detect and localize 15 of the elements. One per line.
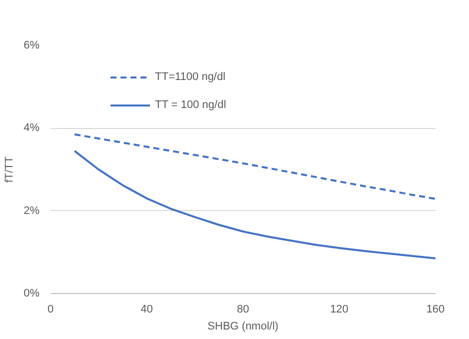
legend-label: TT = 100 ng/dl [155, 99, 226, 111]
y-tick-label: 0% [24, 288, 40, 300]
x-tick-label: 0 [47, 304, 54, 316]
x-tick-label: 40 [140, 304, 153, 316]
line-series [74, 150, 436, 260]
y-tick-label: 4% [24, 122, 40, 134]
x-axis-title: SHBG (nmol/l) [208, 320, 278, 332]
y-tick-label: 6% [24, 40, 40, 52]
y-tick-label: 2% [24, 204, 40, 217]
legend-label: TT=1100 ng/dl [155, 71, 226, 83]
y-axis-title: fT/TT [4, 156, 16, 183]
x-tick-label: 120 [330, 304, 348, 316]
x-tick-label: 80 [236, 304, 250, 316]
x-tick-label: 160 [426, 304, 445, 316]
line-series [74, 133, 436, 200]
